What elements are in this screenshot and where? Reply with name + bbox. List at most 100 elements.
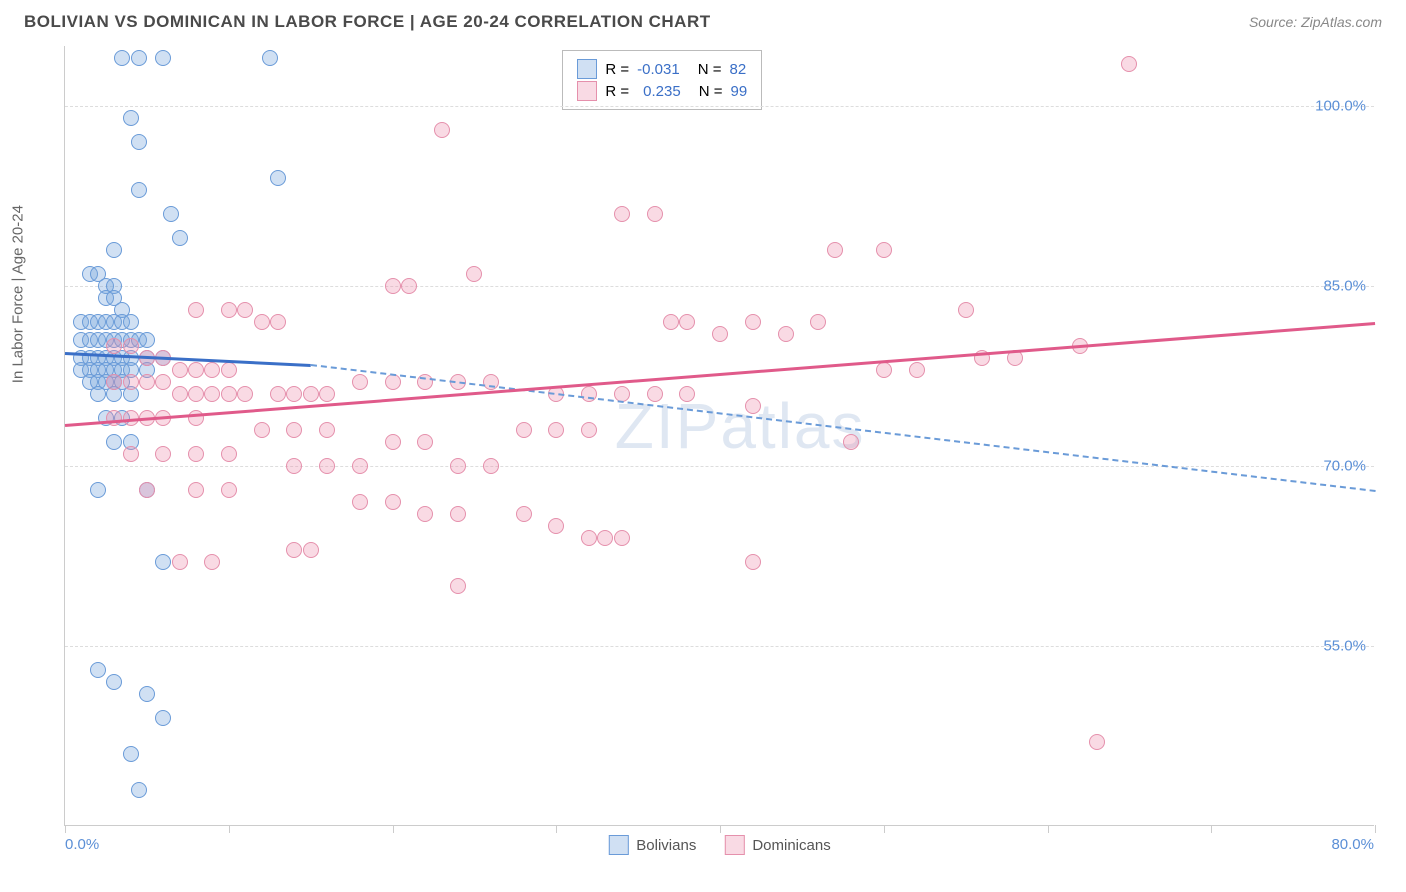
scatter-point [221,482,237,498]
scatter-point [303,542,319,558]
scatter-point [614,530,630,546]
scatter-point [778,326,794,342]
bolivian-r-value: -0.031 [637,61,680,78]
scatter-point [204,554,220,570]
y-axis-label: In Labor Force | Age 20-24 [10,205,27,383]
scatter-point [450,506,466,522]
trend-line-dashed [311,364,1376,492]
scatter-point [385,494,401,510]
scatter-point [188,482,204,498]
scatter-point [106,338,122,354]
scatter-point [352,374,368,390]
scatter-point [131,134,147,150]
scatter-point [385,434,401,450]
scatter-point [679,386,695,402]
scatter-point [90,386,106,402]
scatter-point [106,434,122,450]
scatter-point [123,110,139,126]
dominican-swatch-icon [577,81,597,101]
scatter-point [106,410,122,426]
scatter-point [106,242,122,258]
scatter-point [172,386,188,402]
scatter-point [450,458,466,474]
scatter-point [188,362,204,378]
scatter-point [163,206,179,222]
scatter-point [876,362,892,378]
scatter-point [1121,56,1137,72]
scatter-point [155,710,171,726]
correlation-legend: R = -0.031 N = 82 R = 0.235 N = 99 [562,50,762,110]
x-tick [65,825,66,833]
scatter-point [131,50,147,66]
gridline [65,646,1374,647]
scatter-point [123,338,139,354]
scatter-point [286,386,302,402]
scatter-point [90,482,106,498]
y-tick-label: 70.0% [1323,458,1366,475]
scatter-point [237,302,253,318]
gridline [65,286,1374,287]
scatter-point [221,362,237,378]
scatter-point [434,122,450,138]
scatter-point [221,386,237,402]
gridline [65,106,1374,107]
x-axis-min-label: 0.0% [65,836,99,853]
scatter-point [597,530,613,546]
bolivian-swatch-icon [608,835,628,855]
x-tick [229,825,230,833]
scatter-point [909,362,925,378]
bolivian-series-label: Bolivians [636,837,696,854]
scatter-point [516,506,532,522]
chart-title: BOLIVIAN VS DOMINICAN IN LABOR FORCE | A… [24,12,711,32]
x-tick [1211,825,1212,833]
scatter-point [155,446,171,462]
scatter-point [188,386,204,402]
x-tick [720,825,721,833]
scatter-point [385,278,401,294]
scatter-point [131,182,147,198]
bolivian-n-value: 82 [729,61,746,78]
scatter-point [270,170,286,186]
scatter-point [254,422,270,438]
scatter-point [647,386,663,402]
scatter-point [221,302,237,318]
y-tick-label: 55.0% [1323,638,1366,655]
series-legend: Bolivians Dominicans [608,835,830,855]
y-tick-label: 85.0% [1323,278,1366,295]
x-tick [393,825,394,833]
source-label: Source: ZipAtlas.com [1249,14,1382,30]
scatter-point [90,662,106,678]
scatter-point [810,314,826,330]
scatter-point [581,530,597,546]
scatter-point [352,458,368,474]
chart-container: In Labor Force | Age 20-24 ZIPatlas R = … [24,46,1382,846]
scatter-point [827,242,843,258]
scatter-point [270,386,286,402]
n-label: N = [699,83,723,100]
dominican-series-label: Dominicans [752,837,830,854]
scatter-point [106,374,122,390]
dominican-r-value: 0.235 [643,83,681,100]
scatter-point [139,332,155,348]
scatter-point [270,314,286,330]
scatter-point [319,386,335,402]
scatter-point [123,446,139,462]
scatter-point [319,458,335,474]
scatter-point [131,782,147,798]
scatter-point [123,314,139,330]
scatter-point [114,50,130,66]
dominican-n-value: 99 [730,83,747,100]
scatter-point [679,314,695,330]
scatter-point [139,374,155,390]
scatter-point [204,386,220,402]
scatter-point [843,434,859,450]
scatter-point [745,554,761,570]
n-label: N = [698,61,722,78]
scatter-point [155,374,171,390]
scatter-point [548,518,564,534]
scatter-point [286,422,302,438]
scatter-point [262,50,278,66]
scatter-point [647,206,663,222]
scatter-point [172,230,188,246]
x-tick [1048,825,1049,833]
